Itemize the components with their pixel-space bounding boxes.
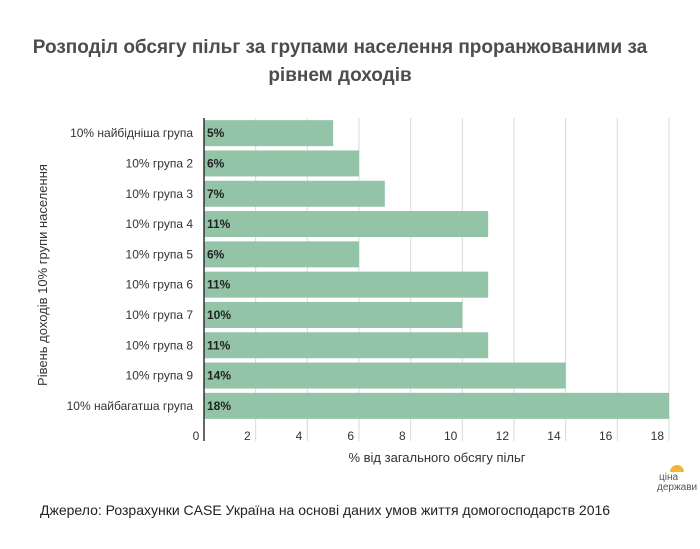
data-label: 11% [207,278,231,292]
source-note: Джерело: Розрахунки CASE Україна на осно… [40,502,611,518]
bar [204,241,359,268]
category-label: 10% група 4 [126,217,194,231]
x-tick-label: 16 [599,429,613,443]
data-label: 14% [207,369,231,383]
x-axis-label: % від загального обсягу пільг [348,450,525,465]
logo-text-2: держави [657,482,698,493]
y-axis-label: Рівень доходів 10% групи населення [35,164,50,386]
x-tick-label: 6 [347,429,354,443]
bar [204,332,489,359]
category-label: 10% група 2 [126,156,194,170]
x-axis-ticks: 0 2 4 6 8 10 12 14 16 18 [193,429,665,443]
logo: ціна держави [657,462,697,496]
bar [204,362,566,389]
data-label: 7% [207,187,225,201]
bars [204,120,669,419]
x-tick-label: 0 [193,429,200,443]
category-label: 10% група 5 [126,247,194,261]
bar [204,150,359,177]
bar [204,271,489,298]
logo-sun-icon [670,465,684,472]
x-tick-label: 14 [547,429,561,443]
data-labels: 5% 6% 7% 11% 6% 11% 10% 11% 14% 18% [207,126,231,413]
data-label: 11% [207,338,231,352]
category-label: 10% група 7 [126,308,194,322]
chart-title: Розподіл обсягу пільг за групами населен… [32,37,648,86]
data-label: 11% [207,217,231,231]
bar [204,180,385,207]
x-tick-label: 4 [296,429,303,443]
x-tick-label: 12 [496,429,510,443]
bar [204,301,463,328]
x-tick-label: 18 [651,429,665,443]
category-label: 10% група 8 [126,338,194,352]
bar [204,211,489,238]
bar [204,120,334,147]
x-tick-label: 8 [399,429,406,443]
category-label: 10% група 6 [126,278,194,292]
category-label: 10% група 3 [126,187,194,201]
x-tick-label: 2 [244,429,251,443]
data-label: 6% [207,247,225,261]
logo-text-1: ціна [659,472,679,483]
x-tick-label: 10 [444,429,458,443]
data-label: 5% [207,126,225,140]
category-label: 10% група 9 [126,369,194,383]
category-label: 10% найбідніша група [70,126,193,140]
category-label: 10% найбагатшa група [67,399,194,413]
data-label: 6% [207,156,225,170]
data-label: 10% [207,308,231,322]
data-label: 18% [207,399,231,413]
y-axis-categories: 10% найбідніша група 10% група 2 10% група… [67,126,194,413]
bar [204,392,669,419]
